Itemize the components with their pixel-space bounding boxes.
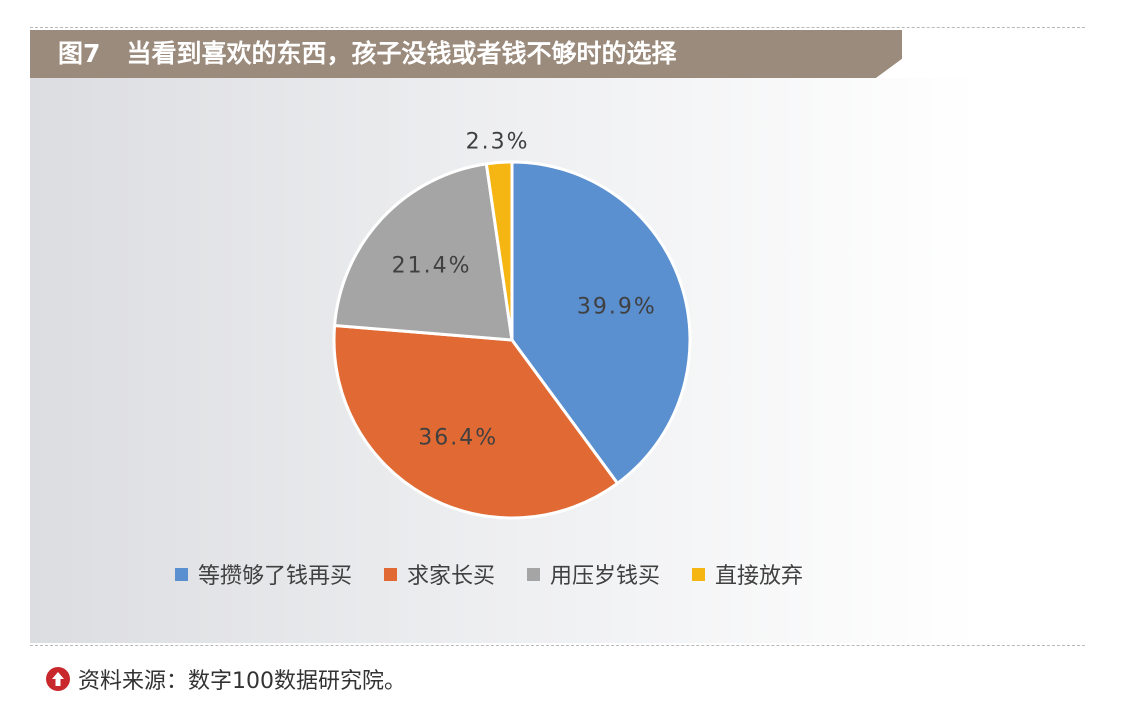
source-note: 资料来源：数字100数据研究院。 [46, 664, 406, 694]
top-divider [30, 27, 1085, 28]
legend-swatch [175, 567, 188, 581]
legend-swatch [527, 567, 541, 581]
pie-label-1: 39.9% [577, 295, 657, 320]
pie-slice-1 [510, 160, 692, 486]
legend-label: 等攒够了钱再买 [198, 564, 353, 589]
legend-item-1: 等攒够了钱再买 [175, 558, 352, 590]
legend-item-4: 直接放弃 [692, 558, 803, 590]
figure-header: 图7 当看到喜欢的东西，孩子没钱或者钱不够时的选择 [58, 34, 677, 74]
pie-slices [332, 160, 692, 520]
pie-slice-4 [484, 160, 514, 341]
legend-swatch [384, 567, 398, 581]
legend-swatch [692, 567, 706, 581]
legend-label: 用压岁钱买 [550, 564, 661, 589]
pie-label-2: 36.4% [418, 425, 498, 450]
chart-legend: 等攒够了钱再买 求家长买 用压岁钱买 直接放弃 [175, 558, 803, 590]
figure-header-bar [30, 30, 902, 78]
up-arrow-circle-icon [46, 667, 70, 691]
pie-label-3: 21.4% [392, 253, 472, 278]
pie-labels: 39.9% 36.4% 21.4% 2.3% [392, 130, 657, 451]
figure-number: 图7 [58, 39, 101, 68]
legend-item-2: 求家长买 [384, 558, 495, 590]
pie-slice-2 [332, 323, 620, 520]
legend-label: 求家长买 [407, 564, 496, 589]
source-text: 资料来源：数字100数据研究院。 [78, 669, 406, 694]
figure-title: 当看到喜欢的东西，孩子没钱或者钱不够时的选择 [126, 39, 677, 68]
legend-item-3: 用压岁钱买 [527, 558, 660, 590]
bottom-divider [30, 645, 1085, 646]
legend-label: 直接放弃 [715, 564, 804, 589]
pie-label-4: 2.3% [466, 130, 530, 155]
pie-slice-3 [332, 162, 514, 342]
